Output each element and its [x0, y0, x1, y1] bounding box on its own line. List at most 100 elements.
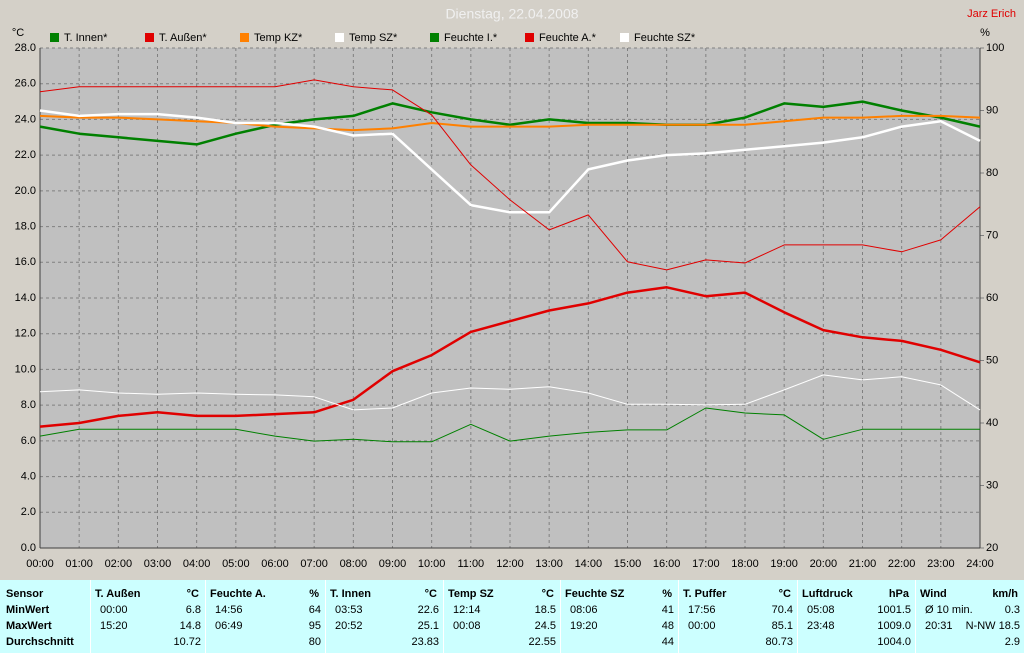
- group-name: T. Außen: [95, 588, 141, 600]
- column-divider: [560, 580, 561, 653]
- y-tick-label: 26.0: [15, 78, 36, 90]
- value: 14.8: [179, 620, 201, 632]
- group-unit: hPa: [888, 588, 909, 600]
- legend-label: Feuchte I.*: [444, 32, 498, 44]
- legend-label: Temp KZ*: [254, 32, 303, 44]
- y2-axis-unit: %: [980, 27, 990, 39]
- legend-swatch: [145, 33, 154, 42]
- value: 22.55: [528, 636, 556, 648]
- y2-tick-label: 40: [986, 417, 998, 429]
- value: N-NW 18.5: [965, 620, 1020, 632]
- summary-table: Sensor MinWert MaxWert Durchschnitt T. Außen…: [0, 580, 1024, 653]
- series-line: [39, 286, 981, 428]
- row-label: MinWert: [6, 604, 50, 616]
- chart: Dienstag, 22.04.2008 Jarz Erich °C % 0.0…: [12, 6, 1016, 570]
- x-tick-label: 07:00: [300, 558, 328, 570]
- x-tick-label: 02:00: [105, 558, 133, 570]
- y-tick-label: 24.0: [15, 113, 36, 125]
- x-tick-label: 14:00: [575, 558, 603, 570]
- row-label: Sensor: [6, 588, 44, 600]
- series-line: [39, 407, 980, 443]
- time: 14:56: [215, 604, 243, 616]
- legend-label: Temp SZ*: [349, 32, 398, 44]
- value: 95: [308, 620, 321, 632]
- x-tick-label: 21:00: [849, 558, 877, 570]
- time: 03:53: [335, 604, 363, 616]
- x-tick-label: 11:00: [457, 558, 484, 570]
- x-tick-label: 20:00: [810, 558, 838, 570]
- column-divider: [797, 580, 798, 653]
- x-tick-label: 00:00: [26, 558, 54, 570]
- time: 00:00: [688, 620, 716, 632]
- y2-tick-label: 100: [986, 42, 1004, 54]
- value: 24.5: [534, 620, 556, 632]
- column-divider: [678, 580, 679, 653]
- chart-title: Dienstag, 22.04.2008: [445, 6, 578, 22]
- x-tick-label: 23:00: [927, 558, 955, 570]
- row-label: Durchschnitt: [6, 636, 74, 648]
- time: 20:52: [335, 620, 363, 632]
- y-tick-label: 4.0: [21, 470, 36, 482]
- series-line: [39, 114, 981, 132]
- column-divider: [205, 580, 206, 653]
- value: 1001.5: [877, 604, 911, 616]
- value: 1004.0: [877, 636, 911, 648]
- y-tick-label: 0.0: [21, 542, 36, 554]
- group-unit: %: [662, 588, 672, 600]
- x-tick-label: 12:00: [496, 558, 524, 570]
- value: 48: [661, 620, 674, 632]
- time: 12:14: [453, 604, 481, 616]
- legend-swatch: [525, 33, 534, 42]
- group-unit: °C: [186, 588, 199, 600]
- y2-tick-label: 30: [986, 479, 998, 491]
- column-divider: [915, 580, 916, 653]
- x-tick-label: 10:00: [418, 558, 446, 570]
- legend-swatch: [240, 33, 249, 42]
- value: 6.8: [185, 604, 201, 616]
- x-tick-label: 18:00: [731, 558, 759, 570]
- y2-tick-label: 50: [986, 354, 998, 366]
- value: 80: [308, 636, 321, 648]
- group-unit: °C: [541, 588, 554, 600]
- group-name: T. Puffer: [683, 588, 727, 600]
- legend-swatch: [620, 33, 629, 42]
- y2-tick-label: 90: [986, 104, 998, 116]
- time: 00:00: [100, 604, 128, 616]
- column-divider: [443, 580, 444, 653]
- series-line: [39, 100, 981, 146]
- time: 08:06: [570, 604, 598, 616]
- group-name: T. Innen: [330, 588, 371, 600]
- value: 41: [661, 604, 674, 616]
- x-tick-label: 22:00: [888, 558, 916, 570]
- time: 05:08: [807, 604, 835, 616]
- legend-label: Feuchte SZ*: [634, 32, 696, 44]
- group-unit: %: [309, 588, 319, 600]
- legend-label: T. Innen*: [64, 32, 108, 44]
- time: 17:56: [688, 604, 716, 616]
- x-tick-label: 24:00: [966, 558, 994, 570]
- y-tick-label: 10.0: [15, 363, 36, 375]
- y-tick-label: 16.0: [15, 256, 36, 268]
- group-name: Feuchte SZ: [565, 588, 625, 600]
- y2-tick-label: 70: [986, 229, 998, 241]
- series-line: [39, 109, 981, 214]
- value: 80.73: [765, 636, 793, 648]
- x-tick-label: 08:00: [340, 558, 368, 570]
- group-unit: km/h: [992, 588, 1018, 600]
- series-line: [39, 79, 981, 271]
- y-tick-label: 20.0: [15, 185, 36, 197]
- value: 25.1: [417, 620, 439, 632]
- x-tick-label: 15:00: [614, 558, 642, 570]
- value: 64: [308, 604, 321, 616]
- value: 1009.0: [877, 620, 911, 632]
- x-tick-label: 03:00: [144, 558, 172, 570]
- x-tick-label: 19:00: [770, 558, 798, 570]
- x-tick-label: 04:00: [183, 558, 211, 570]
- y-tick-label: 22.0: [15, 149, 36, 161]
- time: Ø 10 min.: [925, 604, 973, 616]
- column-divider: [325, 580, 326, 653]
- group-name: Temp SZ: [448, 588, 494, 600]
- group-unit: °C: [778, 588, 791, 600]
- x-tick-label: 01:00: [65, 558, 93, 570]
